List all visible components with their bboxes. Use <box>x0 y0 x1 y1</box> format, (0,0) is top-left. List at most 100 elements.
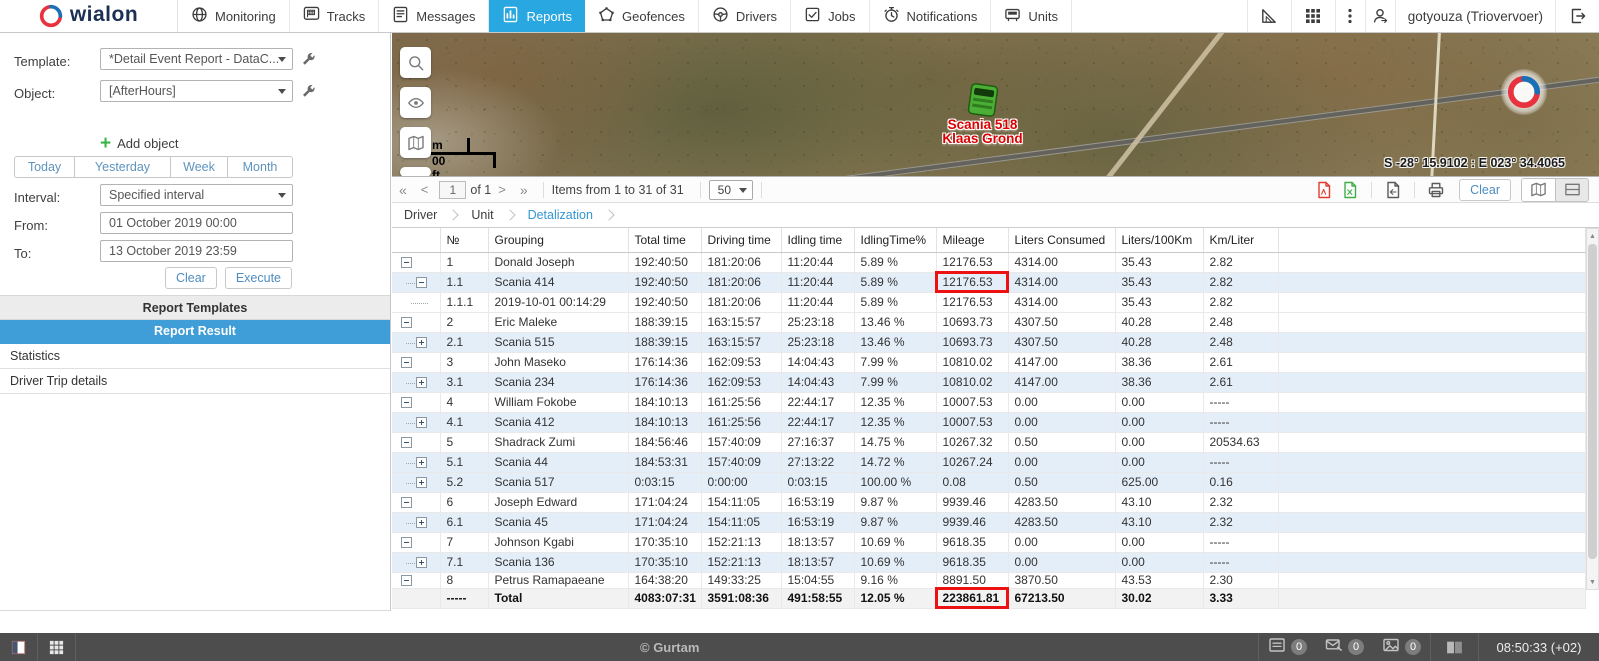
collapse-icon[interactable] <box>401 357 412 368</box>
map-eye-button[interactable] <box>400 87 431 118</box>
toggle-bottom-panel-button[interactable] <box>38 633 76 661</box>
object-select[interactable]: [AfterHours] <box>100 80 293 102</box>
table-row[interactable]: 8Petrus Ramapaeane164:38:20149:33:2515:0… <box>392 572 1586 588</box>
template-settings-wrench-icon[interactable] <box>300 51 317 68</box>
collapse-icon[interactable] <box>401 397 412 408</box>
table-row[interactable]: 5.1Scania 44184:53:31157:40:0927:13:2214… <box>392 452 1586 472</box>
report-tab-detalization[interactable]: Detalization <box>528 208 593 222</box>
excel-export-icon[interactable] <box>1337 181 1363 199</box>
from-date-input[interactable] <box>100 212 293 234</box>
tab-messages[interactable]: Messages <box>379 0 489 32</box>
table-row[interactable]: 4William Fokobe184:10:13161:25:5622:44:1… <box>392 392 1586 412</box>
column-header--[interactable]: № <box>440 228 488 252</box>
table-row[interactable]: 1Donald Joseph192:40:50181:20:0611:20:44… <box>392 252 1586 272</box>
table-scrollbar[interactable]: ▲ ▼ <box>1586 228 1599 590</box>
page-number-input[interactable] <box>439 181 466 199</box>
log-panel-button[interactable] <box>1431 638 1478 657</box>
page-size-select[interactable]: 50 <box>709 180 753 200</box>
wialon-logo[interactable]: wialon <box>0 0 178 32</box>
map-layers-button[interactable] <box>400 127 431 158</box>
expand-icon[interactable] <box>416 517 427 528</box>
toggle-left-panel-button[interactable] <box>0 633 38 661</box>
column-header-liters-consumed[interactable]: Liters Consumed <box>1008 228 1115 252</box>
to-date-input[interactable] <box>100 240 293 262</box>
tab-units[interactable]: Units <box>991 0 1072 32</box>
pdf-export-icon[interactable] <box>1311 181 1337 199</box>
table-row[interactable]: 2.1Scania 515188:39:15163:15:5725:23:181… <box>392 332 1586 352</box>
more-menu-button[interactable] <box>1335 0 1365 32</box>
object-settings-wrench-icon[interactable] <box>300 83 317 100</box>
table-row[interactable]: 5.2Scania 5170:03:150:00:000:03:15100.00… <box>392 472 1586 492</box>
column-header-mileage[interactable]: Mileage <box>936 228 1008 252</box>
sidebar-section-statistics[interactable]: Statistics <box>0 344 390 369</box>
sidebar-section-driver-trip-details[interactable]: Driver Trip details <box>0 369 390 394</box>
tab-monitoring[interactable]: Monitoring <box>178 0 290 32</box>
tab-reports[interactable]: Reports <box>489 0 585 32</box>
photo-counter-button[interactable]: 0 <box>1373 636 1430 659</box>
expand-icon[interactable] <box>416 457 427 468</box>
column-header-idling-time[interactable]: Idling time <box>781 228 854 252</box>
column-header-liters-100km[interactable]: Liters/100Km <box>1115 228 1203 252</box>
quick-range-month[interactable]: Month <box>228 156 293 178</box>
unit-map-label[interactable]: Scania 518 Klaas Grond <box>900 118 1065 146</box>
map-view-button[interactable] <box>1522 179 1555 201</box>
collapse-icon[interactable] <box>401 317 412 328</box>
scroll-down-icon[interactable]: ▼ <box>1587 575 1598 589</box>
expand-icon[interactable] <box>416 477 427 488</box>
table-row[interactable]: 1.1.12019-10-01 00:14:29192:40:50181:20:… <box>392 292 1586 312</box>
template-select[interactable]: *Detail Event Report - DataC... <box>100 48 293 70</box>
column-header-total-time[interactable]: Total time <box>628 228 701 252</box>
report-clear-button[interactable]: Clear <box>1459 179 1511 201</box>
first-page-button[interactable]: « <box>392 182 414 198</box>
map-more-button[interactable] <box>400 167 431 177</box>
collapse-icon[interactable] <box>416 277 427 288</box>
table-row[interactable]: 5Shadrack Zumi184:56:46157:40:0927:16:37… <box>392 432 1586 452</box>
expand-icon[interactable] <box>416 337 427 348</box>
tab-geofences[interactable]: Geofences <box>585 0 699 32</box>
column-header-grouping[interactable]: Grouping <box>488 228 628 252</box>
collapse-icon[interactable] <box>401 437 412 448</box>
unit-truck-icon[interactable] <box>962 83 1004 117</box>
split-view-button[interactable] <box>1555 179 1588 201</box>
mail-counter-button[interactable]: 0 <box>1316 636 1373 659</box>
user-switch-button[interactable] <box>1365 0 1395 32</box>
column-header-idlingtime-[interactable]: IdlingTime% <box>854 228 936 252</box>
apps-grid-button[interactable] <box>1291 0 1335 32</box>
next-page-button[interactable]: > <box>491 182 513 197</box>
import-icon[interactable] <box>1380 181 1406 199</box>
report-tab-unit[interactable]: Unit <box>471 208 493 222</box>
table-row[interactable]: 2Eric Maleke188:39:15163:15:5725:23:1813… <box>392 312 1586 332</box>
execute-button[interactable]: Execute <box>225 267 292 289</box>
sidebar-section-report-templates[interactable]: Report Templates <box>0 295 390 320</box>
scroll-thumb[interactable] <box>1588 244 1597 559</box>
expand-icon[interactable] <box>416 417 427 428</box>
report-tab-driver[interactable]: Driver <box>404 208 437 222</box>
add-object-button[interactable]: + Add object <box>100 136 179 151</box>
logout-button[interactable] <box>1555 0 1599 32</box>
map-search-button[interactable] <box>400 47 431 78</box>
collapse-icon[interactable] <box>401 575 412 586</box>
tab-drivers[interactable]: Drivers <box>699 0 791 32</box>
expand-icon[interactable] <box>416 557 427 568</box>
tab-notifications[interactable]: Notifications <box>870 0 992 32</box>
expand-icon[interactable] <box>416 377 427 388</box>
tab-jobs[interactable]: Jobs <box>791 0 869 32</box>
collapse-icon[interactable] <box>401 497 412 508</box>
table-row[interactable]: 4.1Scania 412184:10:13161:25:5622:44:171… <box>392 412 1586 432</box>
column-header-driving-time[interactable]: Driving time <box>701 228 781 252</box>
table-row[interactable]: 7.1Scania 136170:35:10152:21:1318:13:571… <box>392 552 1586 572</box>
collapse-icon[interactable] <box>401 537 412 548</box>
clear-button[interactable]: Clear <box>165 267 217 289</box>
scroll-up-icon[interactable]: ▲ <box>1587 229 1598 243</box>
table-row[interactable]: 1.1Scania 414192:40:50181:20:0611:20:445… <box>392 272 1586 292</box>
table-row[interactable]: 3John Maseko176:14:36162:09:5314:04:437.… <box>392 352 1586 372</box>
quick-range-week[interactable]: Week <box>171 156 228 178</box>
interval-select[interactable]: Specified interval <box>100 184 293 206</box>
print-icon[interactable] <box>1423 181 1449 199</box>
notes-counter-button[interactable]: 0 <box>1259 636 1316 659</box>
table-row[interactable]: 3.1Scania 234176:14:36162:09:5314:04:437… <box>392 372 1586 392</box>
column-header-km-liter[interactable]: Km/Liter <box>1203 228 1278 252</box>
sidebar-section-report-result[interactable]: Report Result <box>0 320 390 344</box>
table-row[interactable]: 6Joseph Edward171:04:24154:11:0516:53:19… <box>392 492 1586 512</box>
quick-range-yesterday[interactable]: Yesterday <box>75 156 171 178</box>
